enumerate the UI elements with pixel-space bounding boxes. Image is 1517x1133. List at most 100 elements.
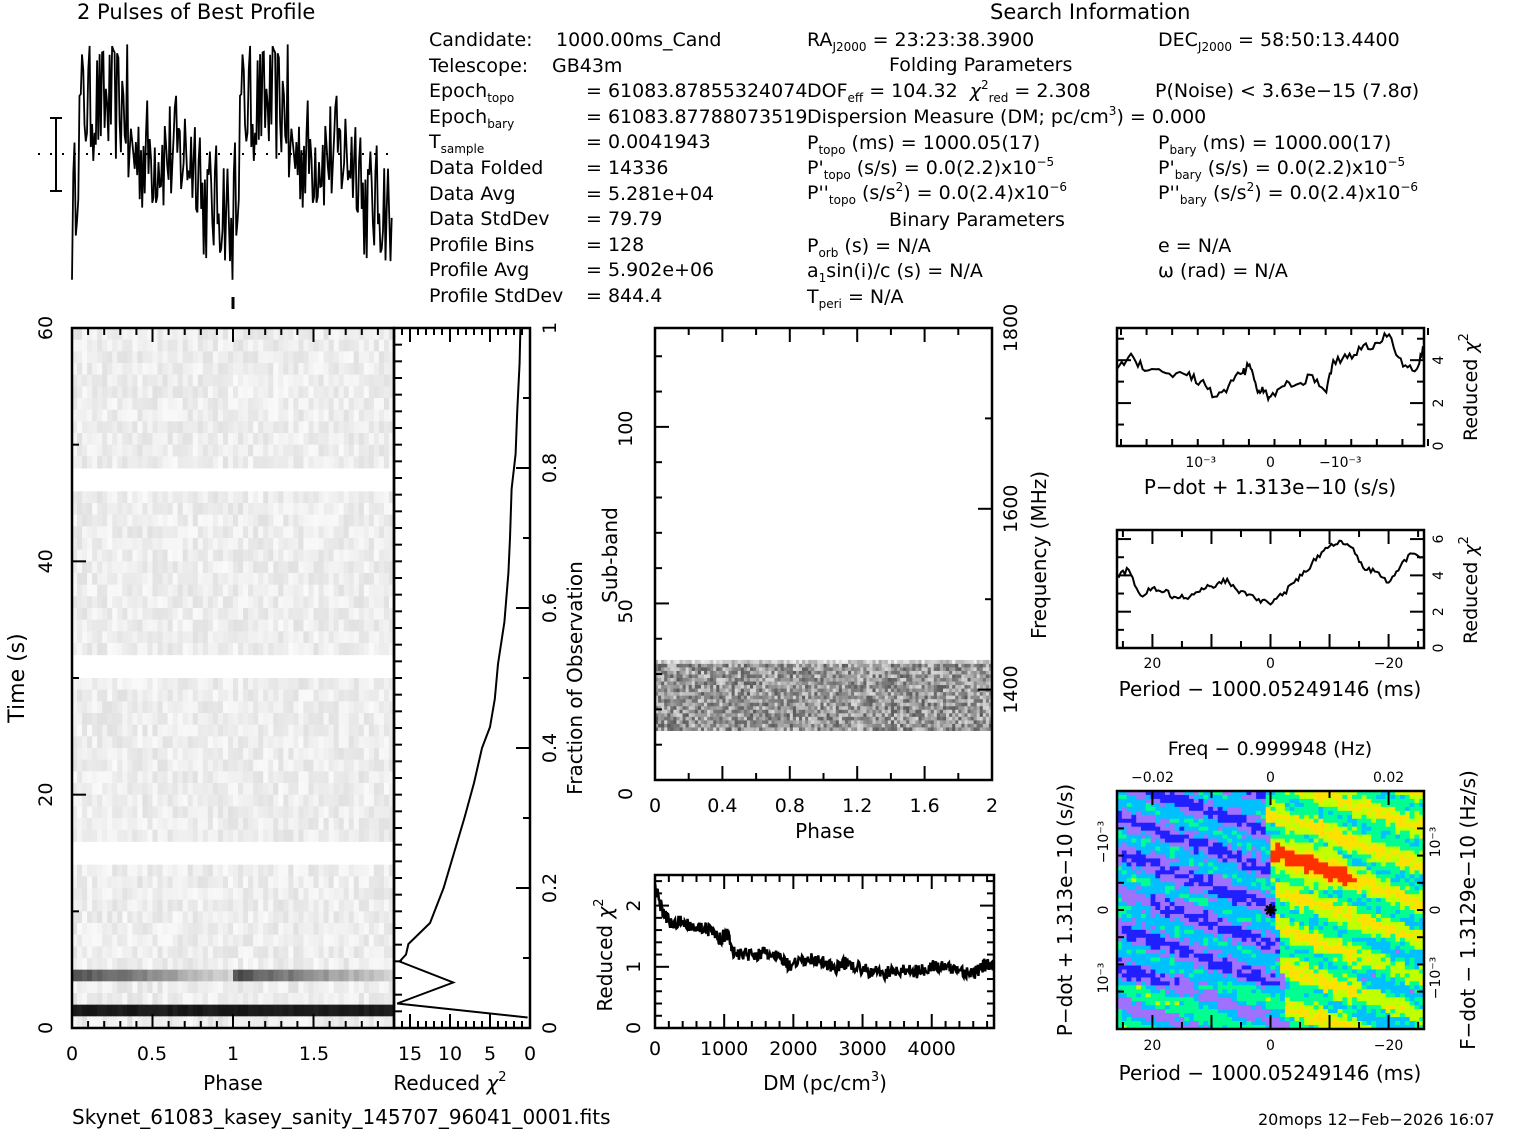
heatmap-cell — [117, 491, 123, 504]
heatmap-cell — [373, 409, 380, 422]
heatmap-cell — [927, 716, 932, 721]
heatmap-cell — [313, 969, 320, 982]
heatmap-cell — [92, 328, 98, 341]
info-label: Data Avg — [429, 182, 516, 205]
heatmap-cell — [122, 491, 128, 504]
heatmap-cell — [172, 689, 179, 702]
heatmap-cell — [918, 702, 922, 707]
heatmap-cell — [127, 818, 133, 831]
heatmap-cell — [820, 719, 824, 724]
heatmap-cell — [293, 713, 299, 726]
heatmap-cell — [808, 695, 812, 700]
heatmap-cell — [909, 719, 913, 724]
heatmap-cell — [157, 608, 164, 621]
heatmap-cell — [942, 702, 947, 707]
heatmap-cell — [197, 689, 204, 702]
heatmap-cell — [348, 386, 355, 399]
heatmap-cell — [227, 491, 234, 504]
heatmap-cell — [132, 374, 138, 387]
heatmap-cell — [132, 736, 138, 749]
heatmap-cell — [147, 701, 153, 714]
heatmap-cell — [343, 724, 350, 737]
heatmap-cell — [348, 923, 355, 936]
heatmap-cell — [817, 698, 821, 703]
heatmap-cell — [243, 794, 249, 807]
heatmap-cell — [933, 719, 938, 724]
heatmap-cell — [716, 698, 720, 703]
heatmap-cell — [258, 573, 264, 586]
heatmap-cell — [303, 549, 309, 562]
heatmap-cell — [768, 716, 772, 721]
heatmap-cell — [765, 712, 769, 717]
heatmap-cell — [192, 491, 199, 504]
heatmap-cell — [685, 712, 690, 717]
heatmap-cell — [780, 688, 785, 693]
heatmap-cell — [909, 709, 913, 714]
heatmap-cell — [697, 705, 702, 710]
heatmap-cell — [343, 958, 350, 971]
heatmap-cell — [248, 386, 254, 399]
heatmap-cell — [373, 596, 380, 609]
heatmap-cell — [112, 724, 118, 737]
heatmap-cell — [212, 456, 219, 469]
heatmap-cell — [92, 736, 98, 749]
heatmap-cell — [182, 958, 189, 971]
heatmap-cell — [162, 386, 169, 399]
heatmap-cell — [283, 713, 289, 726]
heatmap-cell — [343, 864, 350, 877]
heatmap-cell — [293, 433, 299, 446]
heatmap-cell — [217, 829, 224, 842]
heatmap-cell — [780, 695, 785, 700]
heatmap-cell — [172, 818, 179, 831]
heatmap-cell — [248, 736, 254, 749]
heatmap-cell — [973, 727, 978, 731]
heatmap-cell — [765, 709, 769, 714]
heatmap-cell — [192, 701, 199, 714]
heatmap-cell — [238, 736, 244, 749]
heatmap-cell — [107, 713, 113, 726]
heatmap-cell — [222, 398, 229, 411]
heatmap-cell — [694, 716, 699, 721]
heatmap-cell — [222, 993, 229, 1006]
heatmap-cell — [368, 503, 375, 516]
heatmap-cell — [112, 888, 118, 901]
heatmap-cell — [97, 923, 103, 936]
heatmap-cell — [157, 724, 164, 737]
heatmap-cell — [805, 727, 809, 731]
heatmap-cell — [308, 934, 314, 947]
heatmap-cell — [333, 619, 340, 632]
heatmap-cell — [298, 514, 304, 527]
heatmap-cell — [774, 723, 778, 728]
heatmap-cell — [82, 584, 88, 597]
heatmap-cell — [988, 719, 993, 724]
heatmap-cell — [328, 433, 335, 446]
heatmap-cell — [343, 969, 350, 982]
heatmap-cell — [328, 421, 335, 434]
heatmap-cell — [127, 1004, 133, 1017]
heatmap-cell — [348, 678, 355, 691]
heatmap-cell — [298, 433, 304, 446]
heatmap-cell — [233, 724, 239, 737]
heatmap-cell — [167, 351, 174, 364]
heatmap-cell — [749, 727, 754, 731]
heatmap-cell — [268, 876, 274, 889]
heatmap-cell — [172, 899, 179, 912]
heatmap-cell — [243, 596, 249, 609]
heatmap-cell — [691, 702, 696, 707]
info-value: = 14336 — [586, 157, 669, 179]
heatmap-cell — [854, 727, 858, 731]
heatmap-cell — [227, 538, 234, 551]
heatmap-cell — [878, 709, 883, 714]
heatmap-cell — [227, 724, 234, 737]
heatmap-cell — [918, 698, 922, 703]
heatmap-cell — [832, 695, 837, 700]
heatmap-cell — [378, 503, 385, 516]
heatmap-cell — [826, 719, 831, 724]
heatmap-cell — [783, 702, 788, 707]
heatmap-cell — [897, 712, 901, 717]
heatmap-cell — [308, 888, 314, 901]
heatmap-cell — [278, 783, 284, 796]
heatmap-cell — [172, 538, 179, 551]
heatmap-cell — [333, 701, 340, 714]
heatmap-cell — [906, 695, 910, 700]
